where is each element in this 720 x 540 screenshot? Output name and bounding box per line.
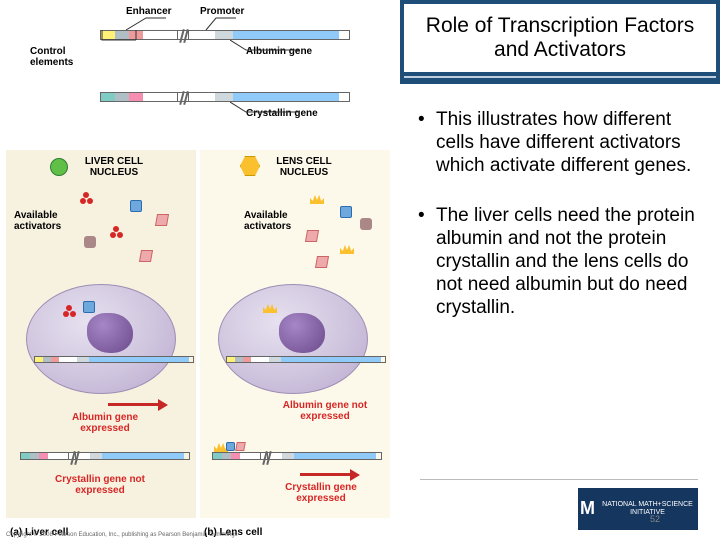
slide: Role of Transcription Factors and Activa…	[0, 0, 720, 540]
bullet-dot: •	[418, 204, 436, 320]
activator-icon	[340, 206, 352, 218]
bullet-list: • This illustrates how different cells h…	[418, 108, 698, 345]
page-number: 52	[650, 514, 660, 524]
crystallin-leader-icon	[230, 102, 360, 122]
liver-crystallin-bar	[20, 452, 190, 460]
lens-nucleus-blob	[218, 284, 368, 394]
label-crystallin-expressed: Crystallin gene expressed	[266, 482, 376, 504]
diagram-region: Enhancer Promoter Control elements Album…	[0, 0, 400, 540]
activator-icon	[315, 256, 329, 268]
label-albumin-expressed: Albumin gene expressed	[60, 412, 150, 434]
nms-logo: M NATIONAL MATH+SCIENCE INITIATIVE	[578, 488, 698, 530]
bullet-dot: •	[418, 108, 436, 178]
footer-rule	[420, 479, 698, 480]
arrow-icon	[300, 470, 360, 480]
polymerase-icon	[87, 313, 133, 353]
title-bar: Role of Transcription Factors and Activa…	[400, 0, 720, 84]
label-crystallin-not: Crystallin gene not expressed	[50, 474, 150, 496]
logo-mark: M	[580, 499, 595, 519]
activator-icon	[80, 192, 96, 204]
liver-albumin-bar	[34, 356, 194, 363]
bullet-item: • The liver cells need the protein album…	[418, 204, 698, 320]
liver-cell-icon	[50, 158, 68, 176]
crystallin-gene-bar	[100, 92, 350, 102]
label-liver-nucleus: LIVER CELL NUCLEUS	[74, 156, 154, 178]
activator-icon	[110, 226, 126, 238]
arrow-icon	[108, 400, 168, 410]
title-inner: Role of Transcription Factors and Activa…	[404, 4, 716, 72]
liver-nucleus-blob	[26, 284, 176, 394]
copyright-text: Copyright © 2008 Pearson Education, Inc.…	[6, 532, 238, 538]
activator-icon	[130, 200, 142, 212]
activator-icon	[84, 236, 96, 248]
label-lens-nucleus: LENS CELL NUCLEUS	[264, 156, 344, 178]
activator-icon	[155, 214, 169, 226]
albumin-leader-icon	[230, 40, 360, 60]
bullet-text: The liver cells need the protein albumin…	[436, 204, 698, 320]
bullet-item: • This illustrates how different cells h…	[418, 108, 698, 178]
slide-title: Role of Transcription Factors and Activa…	[414, 14, 706, 62]
activator-icon	[139, 250, 153, 262]
logo-text: NATIONAL MATH+SCIENCE INITIATIVE	[599, 501, 696, 516]
label-available-activators-a: Available activators	[14, 210, 70, 232]
activator-icon	[226, 442, 235, 451]
lens-crystallin-bar	[212, 452, 382, 460]
activator-icon	[263, 303, 277, 313]
label-available-activators-b: Available activators	[244, 210, 300, 232]
activator-icon	[305, 230, 319, 242]
polymerase-icon	[279, 313, 325, 353]
activator-icon	[360, 218, 372, 230]
activator-icon	[83, 301, 95, 313]
activator-icon	[63, 305, 79, 317]
bullet-text: This illustrates how different cells hav…	[436, 108, 698, 178]
activator-icon	[235, 442, 246, 451]
label-albumin-not: Albumin gene not expressed	[280, 400, 370, 422]
label-control-elements: Control elements	[30, 46, 90, 68]
title-underline	[404, 76, 716, 78]
lens-albumin-bar	[226, 356, 386, 363]
